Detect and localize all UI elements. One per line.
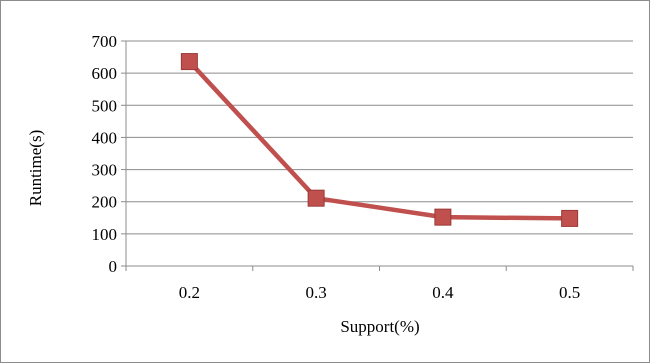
series-layer [180,53,579,227]
x-tick-label: 0.5 [559,283,580,302]
data-point-marker [307,189,325,207]
y-tick-label: 200 [92,193,118,212]
axes [121,40,634,271]
y-tick-label: 100 [92,225,118,244]
data-point-marker [434,208,452,226]
x-axis-title: Support(%) [340,317,419,336]
y-tick-label: 0 [109,257,118,276]
data-point-marker [180,53,198,71]
y-tick-label: 400 [92,128,118,147]
x-tick-label: 0.2 [179,283,200,302]
y-axis-title: Runtime(s) [26,130,45,207]
x-tick-label: 0.3 [306,283,327,302]
y-tick-label: 500 [92,96,118,115]
y-tick-labels: 0 100 200 300 400 500 600 700 [92,32,118,276]
y-tick-label: 700 [92,32,118,51]
gridlines [126,40,633,235]
x-tick-label: 0.4 [432,283,454,302]
series-line [187,60,570,221]
data-point-marker [561,209,579,227]
x-tick-labels: 0.2 0.3 0.4 0.5 [179,283,581,302]
y-tick-label: 600 [92,64,118,83]
y-tick-label: 300 [92,161,118,180]
